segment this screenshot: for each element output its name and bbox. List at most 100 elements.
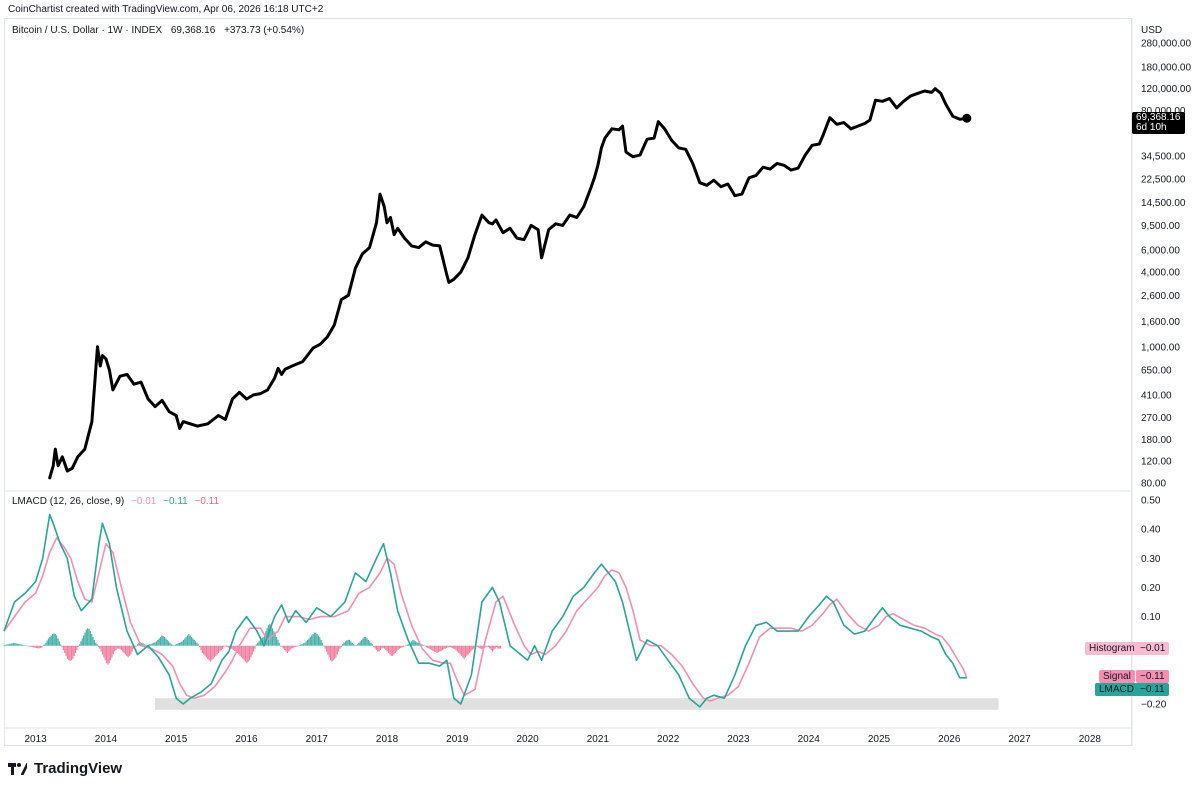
histogram-bar [259, 639, 261, 646]
histogram-bar [392, 645, 394, 656]
histogram-bar [286, 645, 288, 653]
histogram-bar [463, 645, 465, 659]
histogram-bar [305, 641, 307, 646]
tradingview-logo[interactable]: TradingView [8, 760, 122, 777]
histogram-bar [293, 645, 295, 648]
histogram-bar [487, 645, 490, 648]
histogram-bar [11, 643, 13, 646]
currency-label: USD [1141, 25, 1163, 36]
histogram-bar [185, 636, 187, 646]
histogram-bar [404, 645, 406, 647]
histogram-bar [437, 645, 440, 653]
histogram-bar [468, 645, 471, 653]
histogram-bar [12, 643, 15, 646]
histogram-bar [416, 642, 418, 646]
histogram-bar [224, 645, 226, 647]
histogram-bar [348, 639, 351, 646]
histogram-bar [101, 645, 104, 655]
histogram-bar [4, 644, 6, 646]
histogram-bar [180, 642, 182, 646]
histogram-bar [3, 645, 5, 646]
histogram-bar [335, 645, 337, 658]
histogram-bar [203, 645, 205, 655]
histogram-bar [85, 629, 87, 646]
histogram-bar [192, 638, 194, 646]
histogram-bar [162, 636, 164, 646]
histogram-bar [231, 645, 233, 650]
histogram-bar [150, 643, 152, 646]
histogram-bar [105, 645, 108, 664]
histogram-bar [493, 645, 495, 651]
histogram-bar [10, 643, 12, 646]
histogram-bar [200, 645, 202, 651]
symbol-label[interactable]: Bitcoin / U.S. Dollar · 1W · INDEX [12, 25, 163, 36]
histogram-bar [378, 645, 380, 652]
histogram-bar [282, 645, 284, 649]
histogram-bar [397, 645, 399, 651]
histogram-bar [320, 639, 322, 646]
histogram-bar [466, 645, 468, 656]
histogram-bar [370, 642, 372, 646]
histogram-bar [377, 645, 379, 652]
histogram-bar [440, 645, 442, 651]
price-axis-tick: 270.00 [1141, 413, 1172, 424]
histogram-bar [154, 642, 156, 646]
histogram-bar [439, 645, 441, 652]
histogram-bar [135, 645, 137, 647]
histogram-bar [111, 645, 113, 658]
histogram-bar [346, 640, 348, 646]
histogram-bar [22, 644, 24, 646]
histogram-bar [43, 644, 46, 646]
histogram-bar [298, 645, 301, 646]
histogram-bar [80, 641, 82, 646]
price-axis-tick: 1,000.00 [1141, 342, 1180, 353]
histogram-bar [223, 645, 225, 648]
time-axis-tick: 2022 [657, 734, 680, 745]
histogram-bar [433, 645, 436, 652]
histogram-bar [26, 645, 28, 647]
histogram-bar [220, 645, 222, 651]
histogram-bar [56, 635, 58, 646]
histogram-bar [177, 643, 179, 646]
histogram-bar [51, 634, 54, 646]
macd-axis-tick: 0.50 [1141, 496, 1161, 507]
histogram-bar [50, 635, 52, 646]
histogram-bar [382, 645, 384, 649]
histogram-bar [281, 645, 283, 648]
histogram-bar [489, 645, 491, 649]
histogram-bar [254, 645, 256, 649]
histogram-bar [490, 645, 492, 651]
macd-title[interactable]: LMACD (12, 26, close, 9) [12, 496, 125, 507]
histogram-bar [174, 644, 176, 646]
histogram-bar [149, 644, 151, 646]
histogram-bar [336, 645, 338, 655]
histogram-bar [327, 645, 329, 655]
histogram-bar [155, 641, 158, 646]
histogram-bar [313, 632, 315, 646]
histogram-bar [445, 645, 448, 649]
histogram-bar [316, 634, 318, 646]
histogram-bar [169, 642, 171, 646]
lmacd-line [3, 513, 967, 708]
price-axis-tick: 180.00 [1141, 435, 1172, 446]
histogram-bar [454, 645, 456, 650]
histogram-bar [393, 645, 395, 655]
histogram-bar [193, 639, 195, 646]
time-axis-tick: 2020 [516, 734, 539, 745]
histogram-bar [494, 645, 496, 649]
signal-tag-value: −0.11 [1136, 670, 1169, 683]
histogram-bar [402, 645, 405, 647]
histogram-bar [448, 645, 450, 648]
histogram-bar [116, 645, 118, 649]
histogram-bar [277, 639, 279, 646]
histogram-bar [297, 645, 299, 647]
histogram-bar [77, 645, 79, 648]
histogram-bar [321, 642, 324, 646]
histogram-bar [238, 645, 240, 655]
histogram-bar [374, 645, 376, 649]
time-axis-tick: 2026 [938, 734, 961, 745]
histogram-bar [114, 645, 116, 652]
histogram-bar [181, 641, 183, 646]
histogram-bar [452, 645, 454, 649]
